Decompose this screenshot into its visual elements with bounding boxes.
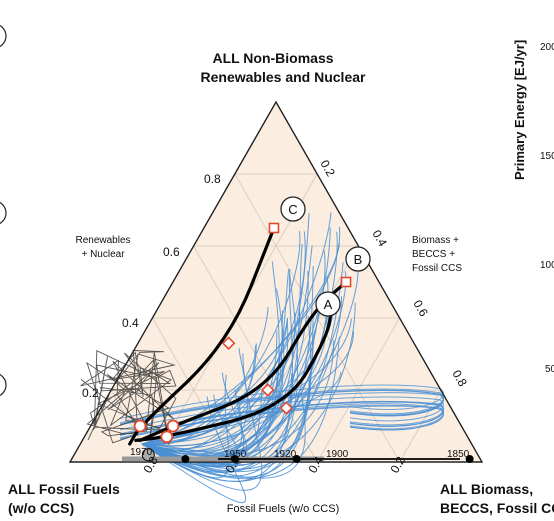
scenario-cloud (119, 212, 444, 503)
grid-line (316, 317, 400, 463)
right-tick-label: 0.8 (449, 368, 470, 390)
pathway-marker-circle (133, 419, 147, 433)
right-tick-label: 0.4 (369, 228, 390, 250)
svg-text:A: A (324, 297, 333, 312)
right-vertex-label-line1: ALL Biomass, (440, 481, 533, 497)
pathway-marker-diamond (221, 336, 236, 350)
left-tick-label: 0.2 (82, 386, 99, 400)
historical-point (230, 455, 239, 463)
scenario-line (141, 336, 340, 480)
top-vertex-label-line2: Renewables and Nuclear (201, 69, 367, 85)
right-axis-label-line2: BECCS + (412, 249, 455, 260)
scenario-line (141, 261, 280, 457)
pathway-label-b: B (345, 246, 371, 272)
right-panel-tick: 200 (540, 42, 554, 53)
pathway-marker-square (268, 222, 280, 234)
left-vertex-label-line1: ALL Fossil Fuels (8, 481, 120, 497)
year-label: 1920 (274, 449, 297, 460)
right-vertex-label-line2: BECCS, Fossil CCS (440, 500, 554, 516)
pathway-line (138, 280, 348, 442)
scenario-line (141, 315, 314, 482)
scenario-line (119, 384, 444, 420)
pathway-marker-square (340, 276, 352, 288)
pathway-marker-circle (160, 430, 174, 444)
scenario-line (119, 388, 444, 424)
pathway-marker-diamond (260, 383, 275, 397)
historical-scribble (80, 349, 177, 445)
scenario-line (119, 396, 444, 431)
cropped-panel-marker (0, 24, 7, 48)
scenario-line (119, 403, 444, 440)
historical-axis (122, 448, 474, 463)
historical-point (292, 455, 301, 463)
right-panel-tick: 100 (540, 260, 554, 271)
scenario-line (142, 307, 269, 446)
right-panel-tick: 50 (545, 364, 554, 375)
grid-line (152, 317, 236, 463)
cropped-panel-marker (0, 201, 7, 225)
historical-line (80, 349, 177, 445)
pathway-marker-diamond (279, 401, 294, 415)
top-vertex-label-line1: ALL Non-Biomass (212, 50, 333, 66)
scenario-line (142, 331, 354, 445)
left-vertex-label-line2: (w/o CCS) (8, 500, 74, 516)
cropped-panel-marker (0, 373, 7, 397)
pathway-line (128, 226, 276, 446)
pathway-line (134, 305, 334, 442)
bottom-axis-label: Fossil Fuels (w/o CCS) (227, 503, 339, 515)
historical-point (465, 455, 474, 463)
scenario-line (141, 392, 306, 479)
right-tick-label: 0.2 (317, 158, 338, 180)
pathway-label-c: C (280, 196, 306, 222)
right-axis-label-line3: Fossil CCS (412, 263, 462, 274)
year-label: 1970 (130, 447, 153, 458)
triangle-background (70, 102, 482, 462)
svg-text:C: C (288, 202, 297, 217)
left-tick-label: 0.8 (204, 172, 221, 186)
pathways (128, 222, 352, 446)
right-tick-label: 0.6 (410, 298, 431, 320)
right-panel-ylabel: Primary Energy [EJ/yr] (512, 40, 527, 180)
pathway-marker-circle (166, 419, 180, 433)
left-axis-label-line1: Renewables (75, 235, 130, 246)
right-axis-label-line1: Biomass + (412, 235, 459, 246)
scenario-line (141, 347, 248, 452)
historical-point (181, 455, 190, 463)
right-panel-tick: 150 (540, 151, 554, 162)
scenario-line (119, 401, 444, 437)
scenario-line (141, 316, 312, 472)
svg-text:B: B (354, 252, 363, 267)
triangle-border (68, 100, 484, 463)
year-label: 1900 (326, 449, 349, 460)
year-label: 1850 (447, 449, 470, 460)
pathway-label-a: A (315, 291, 341, 317)
scenario-line (142, 330, 278, 447)
historical-point (141, 448, 155, 462)
year-label: 1950 (224, 449, 247, 460)
left-tick-label: 0.4 (122, 316, 139, 330)
left-axis-label-line2: + Nuclear (81, 249, 125, 260)
left-tick-label: 0.6 (163, 245, 180, 259)
scenario-line (119, 390, 444, 426)
